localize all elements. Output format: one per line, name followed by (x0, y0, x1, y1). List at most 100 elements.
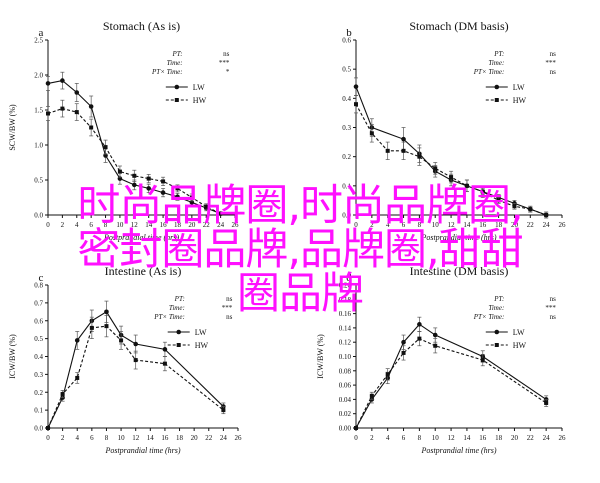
y-tick-label: 0.6 (34, 317, 43, 325)
x-tick-label: 2 (61, 221, 65, 229)
data-point (74, 110, 79, 115)
x-tick-label: 18 (174, 221, 182, 229)
x-tick-label: 14 (145, 221, 153, 229)
chart-title: Stomach (As is) (103, 19, 180, 33)
legend-marker (174, 84, 180, 90)
panel-label: a (39, 27, 44, 39)
y-tick-label: 0.06 (339, 382, 352, 390)
chart-panel-c: 0 2 4 6 8 10 12 14 16 18 20 22 24 260.00.10.20.30.40.… (8, 264, 242, 455)
x-tick-label: 22 (205, 434, 213, 442)
stat-label: PT: (493, 50, 504, 58)
x-tick-label: 20 (511, 221, 519, 229)
stat-label: Time: (167, 59, 183, 67)
chart-title: Intestine (As is) (105, 264, 182, 278)
y-axis-title: SCW/BW (%) (8, 104, 17, 151)
x-tick-label: 8 (418, 434, 422, 442)
data-point (46, 426, 50, 430)
series-line (355, 337, 547, 429)
stat-label: Time: (488, 304, 504, 312)
x-tick-label: 22 (527, 434, 535, 442)
x-tick-label: 8 (105, 434, 109, 442)
x-tick-label: 22 (527, 221, 535, 229)
y-tick-label: 0.2 (342, 153, 351, 161)
y-tick-label: 0.5 (34, 177, 43, 185)
x-tick-label: 16 (161, 434, 169, 442)
y-tick-label: 0.7 (34, 299, 43, 307)
data-point (221, 408, 226, 413)
panel-label: b (346, 27, 352, 39)
data-point (74, 338, 80, 343)
data-point (204, 204, 209, 209)
x-tick-label: 2 (370, 221, 374, 229)
stat-value: *** (545, 304, 556, 312)
legend-label: LW (195, 328, 207, 337)
data-point (354, 426, 358, 430)
x-tick-label: 8 (104, 221, 108, 229)
stat-label: Time: (488, 59, 504, 67)
series-hw: HW (46, 96, 223, 216)
y-tick-label: 0.1 (34, 407, 43, 415)
y-tick-label: 0.4 (34, 353, 43, 361)
data-point (89, 325, 94, 330)
data-point (218, 211, 223, 216)
x-tick-label: 12 (448, 221, 456, 229)
x-tick-label: 6 (402, 221, 406, 229)
x-tick-label: 24 (217, 221, 225, 229)
data-point (544, 400, 549, 405)
stat-value: ns (226, 295, 233, 303)
y-tick-label: 0.04 (339, 396, 352, 404)
y-tick-label: 0.00 (339, 425, 352, 433)
y-tick-label: 0.4 (342, 95, 351, 103)
data-point (162, 361, 167, 366)
stat-value: ns (550, 295, 557, 303)
data-point (401, 350, 406, 355)
y-tick-label: 0.6 (342, 37, 351, 45)
x-tick-label: 10 (116, 221, 124, 229)
data-point (45, 81, 51, 86)
y-tick-label: 0.3 (34, 371, 43, 379)
y-tick-label: 1.0 (34, 142, 43, 150)
legend-label: HW (193, 96, 207, 105)
x-tick-label: 26 (235, 434, 243, 442)
x-tick-label: 6 (89, 221, 93, 229)
data-point (104, 324, 109, 329)
x-tick-label: 0 (354, 221, 358, 229)
y-tick-label: 0.0 (34, 212, 43, 220)
y-tick-label: 0.08 (339, 367, 352, 375)
legend-marker (494, 84, 500, 90)
data-point (512, 204, 517, 209)
y-tick-label: 0.02 (339, 410, 352, 418)
data-point (132, 182, 137, 188)
data-point (60, 78, 65, 83)
legend-marker (176, 343, 181, 347)
x-tick-label: 20 (191, 434, 199, 442)
data-point (175, 186, 180, 191)
panel-label: d (346, 272, 352, 284)
x-tick-label: 20 (188, 221, 196, 229)
data-point (189, 195, 194, 200)
stat-value: ns (226, 313, 233, 321)
data-point (449, 175, 454, 180)
data-point (146, 186, 151, 191)
data-point (60, 106, 65, 111)
data-point (46, 111, 50, 116)
y-tick-label: 1.5 (34, 107, 43, 115)
x-tick-label: 24 (220, 434, 228, 442)
x-tick-label: 4 (75, 221, 79, 229)
data-point (133, 358, 138, 363)
data-point (354, 102, 358, 107)
stat-label: PT: (493, 295, 504, 303)
y-tick-label: 0.3 (342, 124, 351, 132)
data-point (74, 90, 80, 95)
y-tick-label: 0.0 (342, 212, 351, 220)
x-tick-label: 10 (118, 434, 126, 442)
data-point (119, 338, 124, 343)
y-tick-label: 2.0 (34, 72, 43, 80)
legend-label: LW (193, 83, 205, 92)
x-axis-title: Postprandial time (hrs) (104, 446, 180, 455)
legend-marker (174, 98, 179, 102)
x-tick-label: 14 (463, 434, 471, 442)
data-point (385, 372, 390, 377)
legend-marker (494, 343, 499, 347)
